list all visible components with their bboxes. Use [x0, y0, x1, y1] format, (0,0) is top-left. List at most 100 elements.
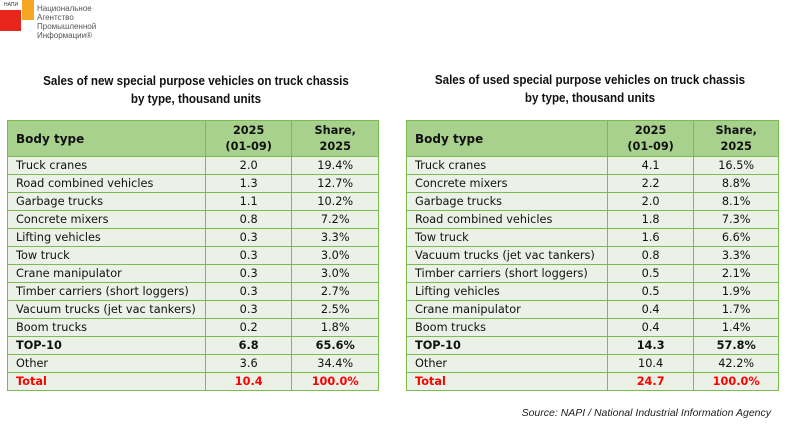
share-cell: 10.2% — [291, 192, 379, 211]
value-cell: 0.8 — [606, 246, 695, 265]
table-row: Tow truck 1.6 6.6% — [406, 228, 779, 247]
body-type-cell: Road combined vehicles — [7, 174, 206, 193]
table-row: Concrete mixers 2.2 8.8% — [406, 174, 779, 193]
table-row: Timber carriers (short loggers) 0.3 2.7% — [7, 282, 379, 301]
logo-short-name: НАПИ — [4, 2, 19, 8]
share-cell: 1.9% — [693, 282, 779, 301]
logo-agency-name: Национальное Агентство Промышленной Инфо… — [37, 4, 107, 40]
share-cell: 65.6% — [291, 336, 379, 355]
share-cell: 57.8% — [693, 336, 779, 355]
table-row: Concrete mixers 0.8 7.2% — [7, 210, 379, 229]
value-cell: 0.4 — [606, 300, 695, 319]
new-vehicles-title: Sales of new special purpose vehicles on… — [24, 72, 369, 108]
value-cell: 1.8 — [606, 210, 695, 229]
value-cell: 6.8 — [204, 336, 293, 355]
table-row: Road combined vehicles 1.8 7.3% — [406, 210, 779, 229]
share-cell: 100.0% — [291, 372, 379, 391]
body-type-cell: TOP-10 — [406, 336, 608, 355]
body-type-cell: Total — [7, 372, 206, 391]
share-cell: 16.5% — [693, 156, 779, 175]
share-cell: 3.3% — [291, 228, 379, 247]
table-row: Lifting vehicles 0.5 1.9% — [406, 282, 779, 301]
value-cell: 10.4 — [606, 354, 695, 373]
header-body-type: Body type — [7, 120, 206, 157]
table-row: Timber carriers (short loggers) 0.5 2.1% — [406, 264, 779, 283]
value-cell: 14.3 — [606, 336, 695, 355]
share-cell: 8.8% — [693, 174, 779, 193]
value-cell: 0.3 — [204, 282, 293, 301]
source-note: Source: NAPI / National Industrial Infor… — [521, 407, 771, 419]
body-type-cell: Boom trucks — [7, 318, 206, 337]
value-cell: 0.5 — [606, 282, 695, 301]
body-type-cell: Truck cranes — [7, 156, 206, 175]
share-cell: 8.1% — [693, 192, 779, 211]
logo-line: Агентство — [37, 13, 74, 22]
used-vehicles-title: Sales of used special purpose vehicles o… — [414, 71, 766, 107]
body-type-cell: Garbage trucks — [406, 192, 608, 211]
other-row: Other 10.4 42.2% — [406, 354, 779, 373]
used-vehicles-table: Body type 2025 (01-09) Share, 2025 Truck c… — [406, 120, 779, 391]
value-cell: 1.6 — [606, 228, 695, 247]
value-cell: 0.3 — [204, 264, 293, 283]
body-type-cell: Vacuum trucks (jet vac tankers) — [7, 300, 206, 319]
table-header-row: Body type 2025 (01-09) Share, 2025 — [406, 120, 779, 157]
share-cell: 3.0% — [291, 246, 379, 265]
table-row: Garbage trucks 1.1 10.2% — [7, 192, 379, 211]
body-type-cell: Timber carriers (short loggers) — [406, 264, 608, 283]
body-type-cell: Crane manipulator — [7, 264, 206, 283]
table-row: Garbage trucks 2.0 8.1% — [406, 192, 779, 211]
value-cell: 0.3 — [204, 300, 293, 319]
body-type-cell: Vacuum trucks (jet vac tankers) — [406, 246, 608, 265]
share-cell: 1.4% — [693, 318, 779, 337]
header-share: Share, 2025 — [291, 120, 379, 157]
total-row: Total 10.4 100.0% — [7, 372, 379, 391]
share-cell: 3.3% — [693, 246, 779, 265]
body-type-cell: Truck cranes — [406, 156, 608, 175]
value-cell: 0.2 — [204, 318, 293, 337]
share-cell: 1.8% — [291, 318, 379, 337]
share-cell: 100.0% — [693, 372, 779, 391]
value-cell: 10.4 — [204, 372, 293, 391]
body-type-cell: TOP-10 — [7, 336, 206, 355]
share-cell: 6.6% — [693, 228, 779, 247]
header-period: 2025 (01-09) — [204, 120, 293, 157]
share-cell: 19.4% — [291, 156, 379, 175]
body-type-cell: Other — [406, 354, 608, 373]
title-line: by type, thousand units — [524, 90, 656, 105]
new-vehicles-table: Body type 2025 (01-09) Share, 2025 Truck c… — [7, 120, 379, 391]
other-row: Other 3.6 34.4% — [7, 354, 379, 373]
table-header-row: Body type 2025 (01-09) Share, 2025 — [7, 120, 379, 157]
logo-red-square — [0, 10, 21, 31]
value-cell: 0.3 — [204, 228, 293, 247]
header-period: 2025 (01-09) — [606, 120, 695, 157]
table-row: Truck cranes 4.1 16.5% — [406, 156, 779, 175]
table-row: Tow truck 0.3 3.0% — [7, 246, 379, 265]
table-row: Boom trucks 0.2 1.8% — [7, 318, 379, 337]
share-cell: 3.0% — [291, 264, 379, 283]
title-line: by type, thousand units — [130, 91, 262, 106]
logo-line: Информации® — [37, 31, 93, 40]
body-type-cell: Concrete mixers — [7, 210, 206, 229]
value-cell: 4.1 — [606, 156, 695, 175]
body-type-cell: Boom trucks — [406, 318, 608, 337]
value-cell: 0.3 — [204, 246, 293, 265]
header-body-type: Body type — [406, 120, 608, 157]
table-row: Boom trucks 0.4 1.4% — [406, 318, 779, 337]
share-cell: 2.7% — [291, 282, 379, 301]
value-cell: 3.6 — [204, 354, 293, 373]
share-cell: 2.5% — [291, 300, 379, 319]
title-line: Sales of new special purpose vehicles on… — [43, 73, 349, 88]
table-row: Road combined vehicles 1.3 12.7% — [7, 174, 379, 193]
share-cell: 7.3% — [693, 210, 779, 229]
share-cell: 42.2% — [693, 354, 779, 373]
top10-row: TOP-10 14.3 57.8% — [406, 336, 779, 355]
value-cell: 0.5 — [606, 264, 695, 283]
body-type-cell: Concrete mixers — [406, 174, 608, 193]
body-type-cell: Tow truck — [406, 228, 608, 247]
value-cell: 1.1 — [204, 192, 293, 211]
value-cell: 2.2 — [606, 174, 695, 193]
share-cell: 12.7% — [291, 174, 379, 193]
body-type-cell: Tow truck — [7, 246, 206, 265]
share-cell: 2.1% — [693, 264, 779, 283]
body-type-cell: Total — [406, 372, 608, 391]
